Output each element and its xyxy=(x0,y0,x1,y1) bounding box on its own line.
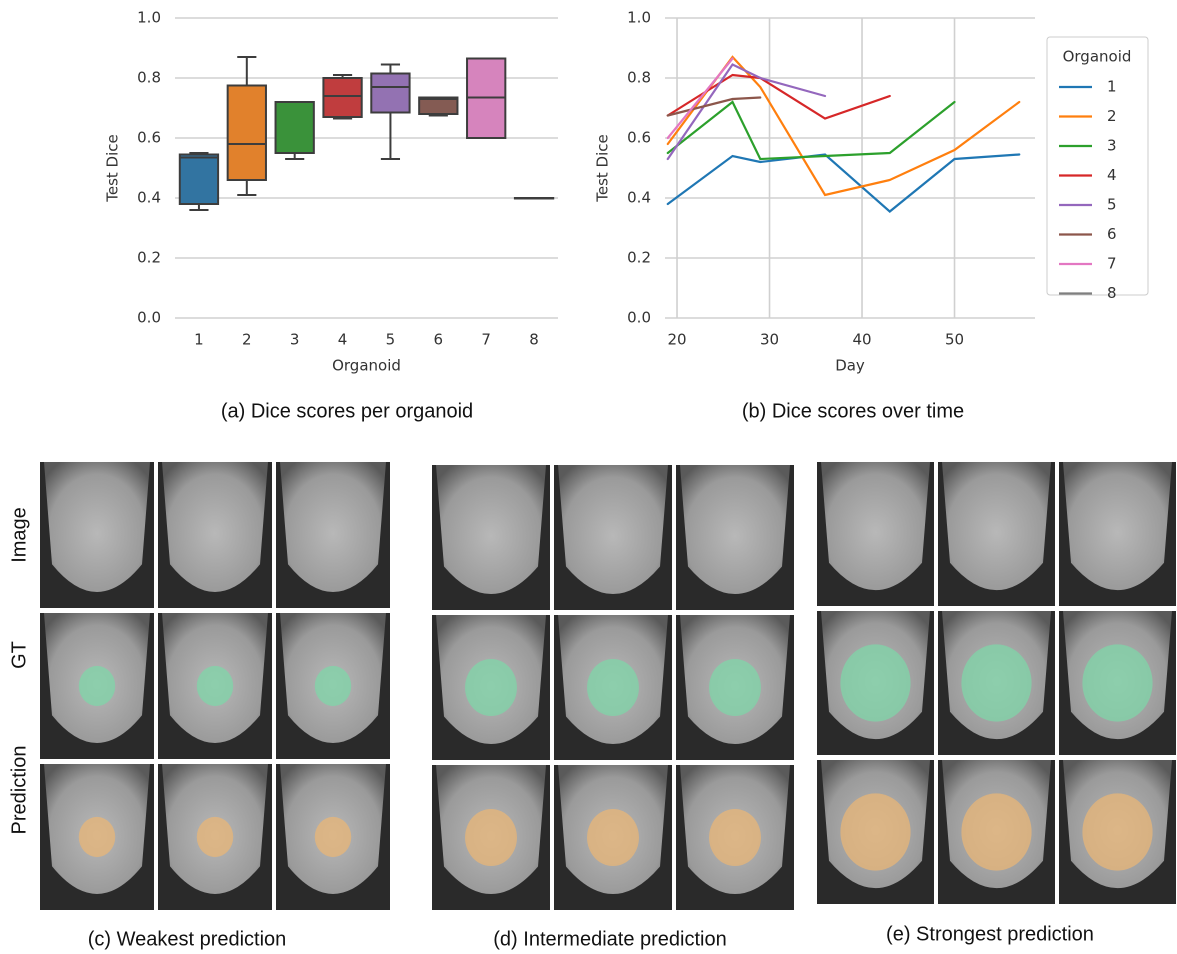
x-tick-label: 7 xyxy=(481,331,491,349)
x-axis-label: Day xyxy=(835,357,865,375)
x-tick-label: 5 xyxy=(386,331,396,349)
mri-tube xyxy=(680,465,790,595)
segmentation-overlay xyxy=(587,808,639,867)
legend-label: 8 xyxy=(1107,284,1117,302)
x-axis-label: Organoid xyxy=(332,357,401,375)
box xyxy=(274,101,315,154)
x-tick-label: 1 xyxy=(194,331,204,349)
segmentation-overlay xyxy=(465,658,517,717)
series-line xyxy=(666,55,1021,197)
y-tick-label: 0.8 xyxy=(627,69,651,87)
segmentation-overlay xyxy=(709,658,761,717)
segmentation-overlay xyxy=(78,665,116,707)
x-tick-label: 30 xyxy=(760,331,779,349)
y-tick-label: 0.2 xyxy=(627,249,651,267)
y-tick-label: 1.0 xyxy=(627,9,651,27)
series-line xyxy=(666,63,827,161)
mri-tube xyxy=(942,462,1051,591)
y-tick-label: 1.0 xyxy=(137,9,161,27)
box xyxy=(322,77,363,118)
segmentation-overlay xyxy=(196,816,234,858)
x-tick-label: 8 xyxy=(529,331,539,349)
mri-tube xyxy=(558,465,668,595)
mri-tube xyxy=(1063,462,1172,591)
x-tick-label: 3 xyxy=(290,331,300,349)
segmentation-overlay xyxy=(961,644,1032,722)
legend-title: Organoid xyxy=(1063,48,1132,66)
legend-label: 5 xyxy=(1107,196,1117,214)
segmentation-overlay xyxy=(587,658,639,717)
chart-caption: (b) Dice scores over time xyxy=(742,400,964,422)
y-tick-label: 0.8 xyxy=(137,69,161,87)
x-tick-label: 2 xyxy=(242,331,252,349)
box xyxy=(370,72,411,114)
x-tick-label: 4 xyxy=(338,331,348,349)
y-tick-label: 0.6 xyxy=(137,129,161,147)
series-line xyxy=(666,153,1021,213)
panel-caption: (d) Intermediate prediction xyxy=(493,928,726,950)
y-axis-label: Test Dice xyxy=(104,134,122,203)
segmentation-overlay xyxy=(1082,644,1153,722)
segmentation-overlay xyxy=(314,665,352,707)
box xyxy=(418,96,459,115)
y-tick-label: 0.0 xyxy=(137,309,161,327)
series-line xyxy=(666,57,734,140)
row-label: Prediction xyxy=(8,746,30,835)
series-line xyxy=(666,100,956,161)
box xyxy=(178,153,220,205)
legend-label: 6 xyxy=(1107,225,1117,243)
mri-tube xyxy=(44,462,150,592)
legend-label: 1 xyxy=(1107,78,1117,96)
chart-caption: (a) Dice scores per organoid xyxy=(221,400,473,422)
legend-label: 2 xyxy=(1107,107,1117,125)
panel-caption: (c) Weakest prediction xyxy=(88,928,287,950)
segmentation-overlay xyxy=(78,816,116,858)
y-tick-label: 0.4 xyxy=(627,189,651,207)
x-tick-label: 6 xyxy=(434,331,444,349)
mri-tube xyxy=(162,462,268,592)
segmentation-overlay xyxy=(314,816,352,858)
segmentation-overlay xyxy=(196,665,234,707)
legend-label: 4 xyxy=(1107,166,1117,184)
x-tick-label: 20 xyxy=(667,331,686,349)
panel-caption: (e) Strongest prediction xyxy=(886,923,1094,945)
y-tick-label: 0.6 xyxy=(627,129,651,147)
segmentation-overlay xyxy=(1082,793,1153,871)
x-tick-label: 50 xyxy=(945,331,964,349)
y-axis-label: Test Dice xyxy=(594,134,612,203)
segmentation-overlay xyxy=(961,793,1032,871)
mri-tube xyxy=(821,462,930,591)
legend-label: 3 xyxy=(1107,137,1117,155)
x-tick-label: 40 xyxy=(852,331,871,349)
y-tick-label: 0.4 xyxy=(137,189,161,207)
mri-tube xyxy=(280,462,386,592)
segmentation-overlay xyxy=(465,808,517,867)
box xyxy=(226,84,267,181)
segmentation-overlay xyxy=(840,644,911,722)
y-tick-label: 0.2 xyxy=(137,249,161,267)
segmentation-overlay xyxy=(709,808,761,867)
y-tick-label: 0.0 xyxy=(627,309,651,327)
legend-box xyxy=(1046,36,1149,296)
legend-label: 7 xyxy=(1107,255,1117,273)
row-label: Image xyxy=(8,507,30,563)
row-label: GT xyxy=(8,641,30,669)
mri-tube xyxy=(436,465,546,595)
segmentation-overlay xyxy=(840,793,911,871)
